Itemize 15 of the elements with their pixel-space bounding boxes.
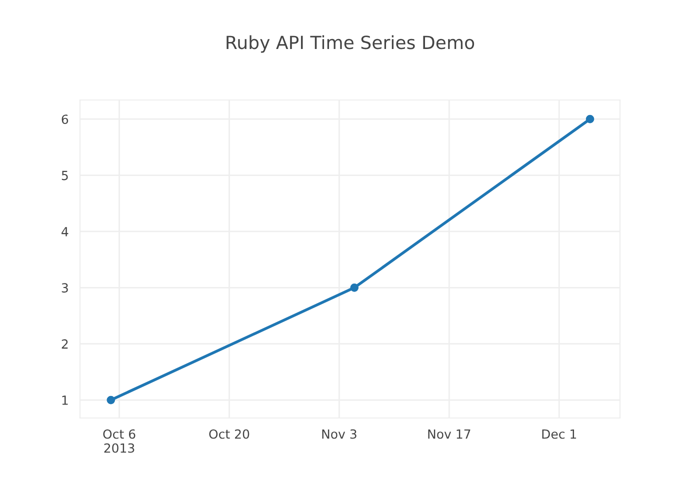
y-tick-label: 1 xyxy=(62,396,68,405)
point xyxy=(106,396,116,404)
x-tick-label: Oct 20 xyxy=(209,429,250,439)
x-tick-label: Dec 1 xyxy=(542,429,576,439)
y-tick-label: 6 xyxy=(62,114,68,124)
chart-title: Ruby API Time Series Demo xyxy=(226,35,474,53)
x-tick-label: Nov 17 xyxy=(428,429,470,439)
x-tick-label: Oct 6 2013 xyxy=(103,429,136,453)
point xyxy=(586,114,594,124)
y-tick-label: 2 xyxy=(62,339,68,349)
point xyxy=(350,283,359,292)
y-tick-label: 4 xyxy=(62,227,68,236)
y-tick-label: 5 xyxy=(62,170,68,180)
y-tick-label: 3 xyxy=(62,283,68,293)
x-tick-label: Nov 3 xyxy=(322,429,356,439)
